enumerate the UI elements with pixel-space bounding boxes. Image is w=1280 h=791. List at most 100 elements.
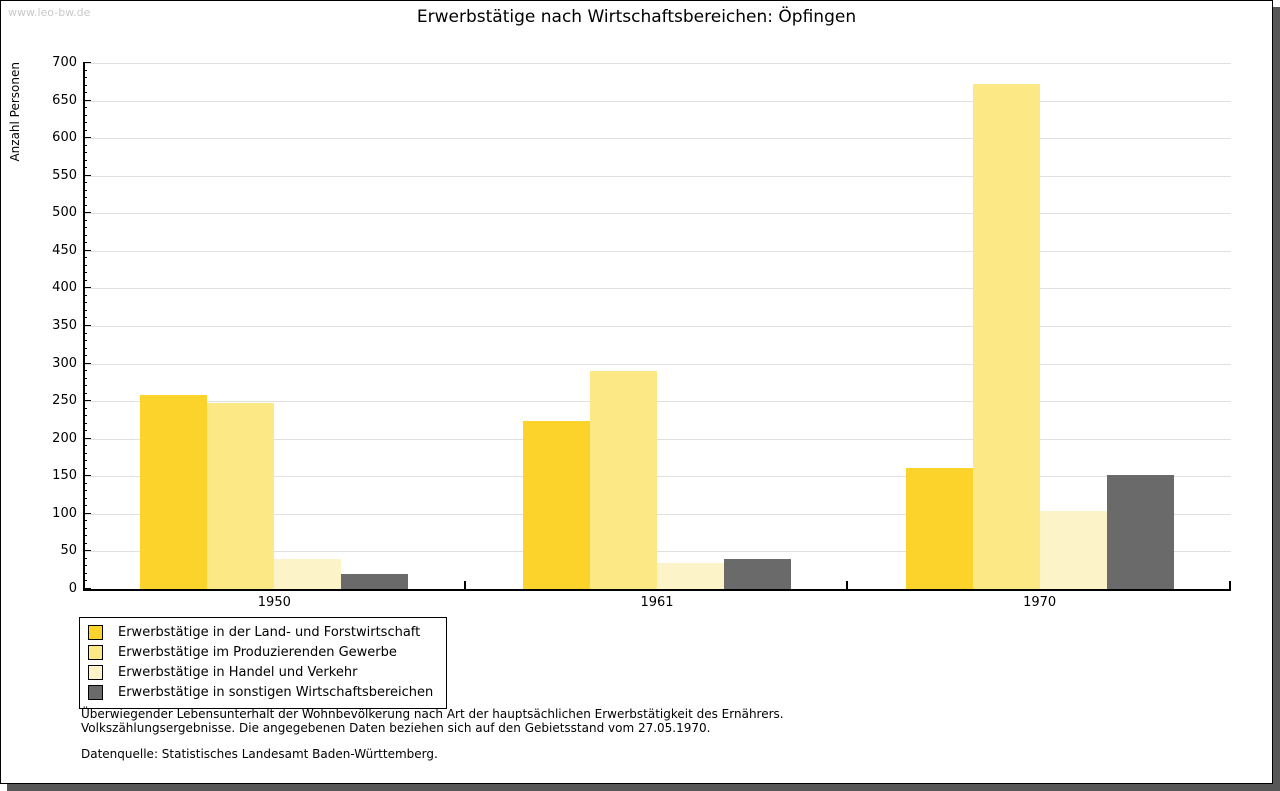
bar-1950-s4 [341, 573, 409, 589]
y-minor-tick [83, 234, 87, 236]
y-minor-tick [83, 340, 87, 342]
legend-swatch-icon [88, 624, 103, 640]
legend-row: Erwerbstätige in der Land- und Forstwirt… [88, 622, 438, 642]
y-minor-tick [83, 152, 87, 154]
y-major-tick [83, 437, 91, 439]
y-major-tick [83, 550, 91, 552]
y-tick-label: 250 [52, 393, 77, 409]
footnote-line: Volkszählungsergebnisse. Die angegebenen… [81, 720, 711, 735]
y-major-tick [83, 588, 91, 589]
legend-row: Erwerbstätige in sonstigen Wirtschaftsbe… [88, 682, 438, 702]
gridline [83, 138, 1231, 140]
gridline [83, 513, 1231, 515]
y-minor-tick [83, 385, 87, 387]
bar-1950-s3 [274, 558, 342, 589]
y-minor-tick [83, 189, 87, 191]
y-minor-tick [83, 167, 87, 169]
y-minor-tick [83, 482, 87, 484]
y-tick-label: 500 [52, 205, 77, 221]
bar-1970-s3 [1039, 510, 1107, 589]
y-minor-tick [83, 497, 87, 499]
x-tick [1229, 581, 1231, 589]
y-minor-tick [83, 355, 87, 357]
y-minor-tick [83, 452, 87, 454]
legend-swatch-icon [88, 644, 103, 660]
y-major-tick [83, 174, 91, 176]
legend-swatch-icon [88, 684, 103, 700]
bar-1961-s2 [590, 371, 657, 589]
y-major-tick [83, 400, 91, 402]
y-axis-label: Anzahl Personen [8, 62, 22, 162]
y-major-tick [83, 249, 91, 251]
y-minor-tick [83, 114, 87, 116]
y-major-tick [83, 137, 91, 139]
x-tick-label: 1970 [1023, 595, 1057, 610]
y-tick-label: 450 [52, 242, 77, 258]
y-major-tick [83, 325, 91, 326]
gridline [83, 438, 1231, 440]
y-minor-tick [83, 430, 87, 432]
bar-1961-s3 [657, 563, 724, 589]
y-major-tick [83, 475, 91, 477]
y-tick-label: 150 [52, 468, 77, 484]
y-minor-tick [83, 527, 87, 529]
legend-label: Erwerbstätige in Handel und Verkehr [118, 664, 358, 680]
bar-1970-s4 [1106, 474, 1174, 589]
y-minor-tick [83, 370, 87, 372]
y-minor-tick [83, 227, 87, 229]
gridline [83, 363, 1231, 365]
y-tick-label: 300 [52, 355, 77, 371]
x-tick [463, 581, 466, 589]
y-minor-tick [83, 460, 87, 462]
y-minor-tick [83, 392, 87, 394]
y-minor-tick [83, 535, 87, 537]
y-tick-label: 200 [52, 430, 77, 446]
y-minor-tick [83, 520, 87, 522]
bar-1961-s4 [724, 558, 791, 589]
y-major-tick [83, 287, 91, 289]
gridline [83, 551, 1231, 553]
y-minor-tick [83, 557, 87, 559]
gridline [83, 100, 1231, 102]
y-minor-tick [83, 197, 87, 199]
y-minor-tick [83, 257, 87, 259]
x-axis-line [83, 589, 1231, 591]
gridline [83, 288, 1231, 290]
y-minor-tick [83, 294, 87, 296]
y-minor-tick [83, 505, 87, 507]
gridline [83, 213, 1231, 215]
y-major-tick [83, 512, 91, 514]
gridline [83, 175, 1231, 177]
y-minor-tick [83, 347, 87, 349]
footnotes: Überwiegender Lebensunterhalt der Wohnbe… [81, 707, 784, 762]
y-tick-label: 400 [52, 280, 77, 296]
y-minor-tick [83, 572, 87, 574]
y-tick-label: 550 [52, 167, 77, 183]
y-minor-tick [83, 407, 87, 409]
y-minor-tick [83, 84, 87, 86]
legend-row: Erwerbstätige im Produzierenden Gewerbe [88, 642, 438, 662]
bar-1950-s2 [207, 403, 275, 589]
x-tick-label: 1950 [257, 595, 291, 610]
bar-1961-s1 [523, 420, 590, 589]
y-minor-tick [83, 377, 87, 379]
y-tick-label: 700 [52, 55, 77, 70]
legend-row: Erwerbstätige in Handel und Verkehr [88, 662, 438, 682]
y-minor-tick [83, 129, 87, 131]
y-minor-tick [83, 422, 87, 424]
x-tick [846, 581, 849, 589]
y-tick-label: 50 [60, 543, 77, 559]
y-minor-tick [83, 159, 87, 161]
bar-1970-s1 [905, 468, 973, 589]
y-axis-line [83, 63, 85, 591]
legend: Erwerbstätige in der Land- und Forstwirt… [79, 617, 447, 709]
y-minor-tick [83, 279, 87, 281]
x-tick-label: 1961 [640, 595, 674, 610]
y-minor-tick [83, 580, 87, 582]
y-minor-tick [83, 69, 87, 71]
gridline [83, 326, 1231, 327]
bar-1970-s2 [972, 84, 1040, 589]
y-major-tick [83, 212, 91, 214]
y-minor-tick [83, 122, 87, 124]
